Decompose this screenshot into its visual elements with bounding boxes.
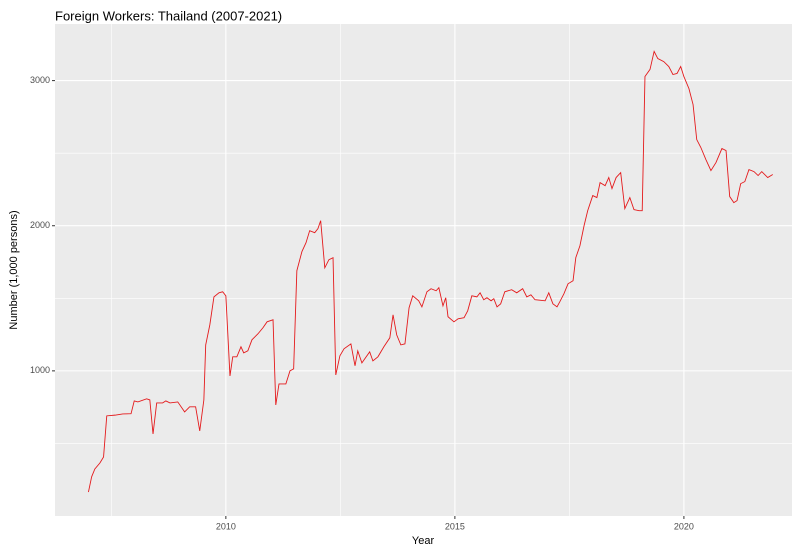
x-tick-label: 2010 — [216, 521, 236, 531]
y-tick-label: 3000 — [30, 75, 50, 85]
chart-title: Foreign Workers: Thailand (2007-2021) — [55, 8, 282, 23]
y-tick-label: 2000 — [30, 220, 50, 230]
x-tick-label: 2015 — [445, 521, 465, 531]
y-tick-label: 1000 — [30, 365, 50, 375]
data-line — [87, 50, 773, 493]
x-tick-label: 2020 — [674, 521, 694, 531]
plot-panel — [55, 24, 792, 516]
x-axis-label: Year — [412, 535, 435, 544]
y-axis-label: Number (1,000 persons) — [8, 210, 20, 329]
